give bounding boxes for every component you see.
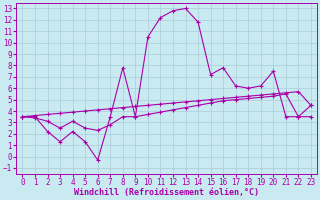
X-axis label: Windchill (Refroidissement éolien,°C): Windchill (Refroidissement éolien,°C) (74, 188, 259, 197)
